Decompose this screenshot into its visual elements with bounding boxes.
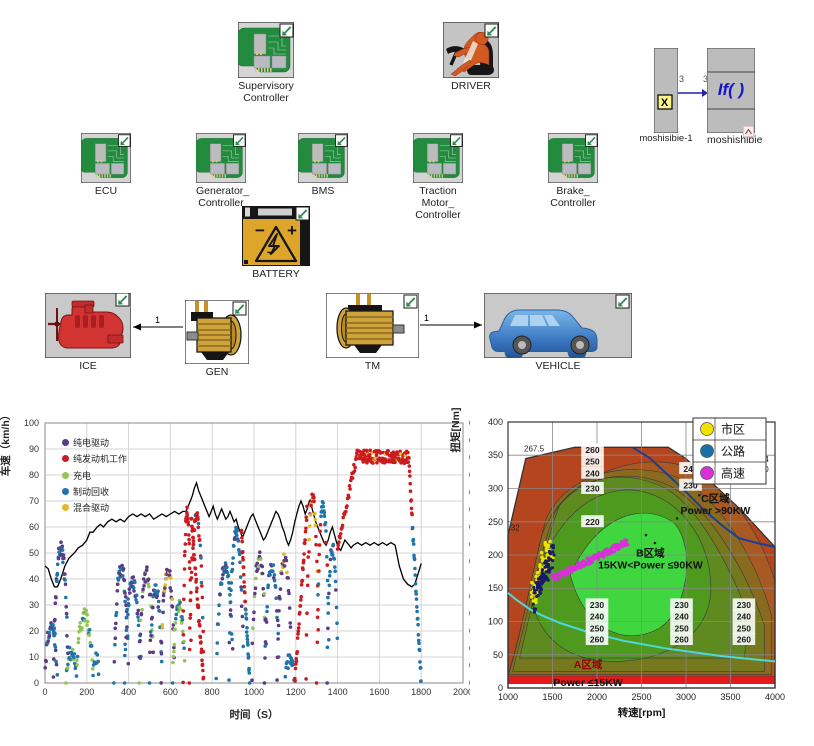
- svg-text:350: 350: [488, 450, 503, 460]
- svg-text:50: 50: [29, 548, 39, 558]
- svg-text:100: 100: [488, 617, 503, 627]
- svg-text:40: 40: [29, 574, 39, 584]
- svg-text:0: 0: [498, 683, 503, 693]
- svg-text:60: 60: [29, 522, 39, 532]
- svg-text:1400: 1400: [328, 687, 348, 697]
- svg-text:260: 260: [590, 635, 604, 645]
- svg-text:3000: 3000: [676, 692, 696, 702]
- svg-text:400: 400: [488, 417, 503, 427]
- svg-text:230: 230: [590, 600, 604, 610]
- svg-text:800: 800: [205, 687, 220, 697]
- svg-text:1600: 1600: [369, 687, 389, 697]
- svg-text:400: 400: [121, 687, 136, 697]
- svg-text:230: 230: [675, 600, 689, 610]
- svg-text:公路: 公路: [721, 444, 745, 459]
- svg-text:250: 250: [590, 623, 604, 633]
- svg-text:70: 70: [29, 496, 39, 506]
- svg-text:2000: 2000: [587, 692, 607, 702]
- svg-text:1000: 1000: [498, 692, 518, 702]
- svg-text:A区域: A区域: [574, 658, 603, 671]
- svg-text:260: 260: [585, 445, 599, 455]
- svg-text:高速: 高速: [721, 466, 745, 481]
- svg-text:50: 50: [493, 650, 503, 660]
- svg-text:260: 260: [737, 635, 751, 645]
- svg-text:240: 240: [585, 468, 599, 478]
- svg-text:市区: 市区: [721, 422, 745, 437]
- svg-text:250: 250: [488, 517, 503, 527]
- svg-text:240: 240: [590, 611, 604, 621]
- svg-text:230: 230: [585, 484, 599, 494]
- svg-text:2500: 2500: [631, 692, 651, 702]
- svg-text:250: 250: [675, 623, 689, 633]
- svg-text:80: 80: [29, 470, 39, 480]
- svg-text:0: 0: [34, 678, 39, 688]
- svg-text:Power >90KW: Power >90KW: [681, 505, 751, 517]
- svg-text:600: 600: [163, 687, 178, 697]
- svg-text:30: 30: [29, 600, 39, 610]
- svg-text:32: 32: [511, 523, 520, 532]
- svg-text:267.5: 267.5: [524, 444, 545, 453]
- svg-text:240: 240: [675, 611, 689, 621]
- svg-text:10: 10: [29, 652, 39, 662]
- svg-text:Power ≤15KW: Power ≤15KW: [553, 677, 622, 689]
- svg-text:B区域: B区域: [636, 546, 665, 559]
- svg-text:1200: 1200: [286, 687, 306, 697]
- svg-text:1: 1: [424, 313, 429, 323]
- svg-text:200: 200: [79, 687, 94, 697]
- svg-text:1500: 1500: [542, 692, 562, 702]
- svg-text:250: 250: [737, 623, 751, 633]
- svg-text:260: 260: [675, 635, 689, 645]
- svg-text:220: 220: [585, 517, 599, 527]
- svg-text:230: 230: [737, 600, 751, 610]
- svg-text:200: 200: [488, 550, 503, 560]
- svg-text:90: 90: [29, 444, 39, 454]
- svg-text:250: 250: [585, 456, 599, 466]
- svg-text:1000: 1000: [244, 687, 264, 697]
- svg-text:4000: 4000: [765, 692, 785, 702]
- svg-text:3500: 3500: [720, 692, 740, 702]
- svg-text:1: 1: [155, 315, 160, 325]
- svg-text:150: 150: [488, 583, 503, 593]
- svg-text:20: 20: [29, 626, 39, 636]
- svg-text:C区域: C区域: [701, 492, 730, 505]
- svg-text:240: 240: [737, 611, 751, 621]
- svg-text:1800: 1800: [411, 687, 431, 697]
- svg-text:转速[rpm]: 转速[rpm]: [618, 706, 666, 719]
- svg-text:300: 300: [488, 484, 503, 494]
- svg-text:0: 0: [42, 687, 47, 697]
- svg-text:15KW<Power ≤90KW: 15KW<Power ≤90KW: [598, 559, 703, 571]
- svg-text:100: 100: [24, 418, 39, 428]
